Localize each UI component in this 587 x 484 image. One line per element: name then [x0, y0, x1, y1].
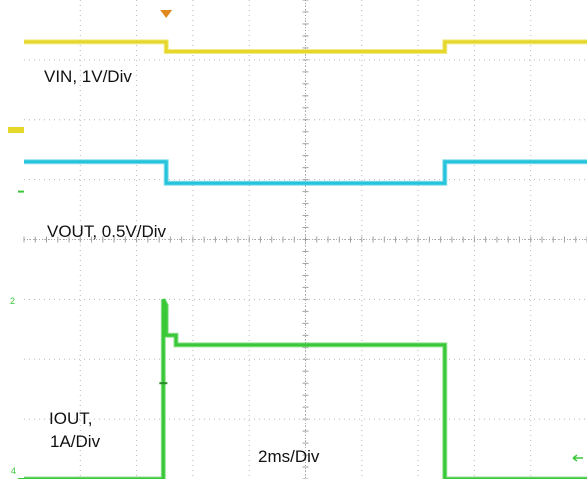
channel-marker-4: 4 [11, 466, 17, 476]
channel-marker-2: 2 [10, 296, 16, 306]
trace-0 [24, 40, 587, 53]
series-label-vout: VOUT, 0.5V/Div [47, 222, 167, 241]
trigger-position-marker [160, 10, 173, 18]
channel-1-level-marker [8, 127, 24, 133]
time-scale-label: 2ms/Div [258, 447, 320, 466]
series-label-vin: VIN, 1V/Div [44, 67, 132, 86]
trace-2 [24, 298, 587, 481]
series-label-iout-line2: 1A/Div [50, 432, 101, 451]
trace-1 [24, 160, 587, 185]
grid [23, 0, 587, 480]
series-label-iout-line1: IOUT, [49, 409, 93, 428]
traces [24, 39, 587, 482]
trigger-level-arrow [572, 454, 583, 462]
